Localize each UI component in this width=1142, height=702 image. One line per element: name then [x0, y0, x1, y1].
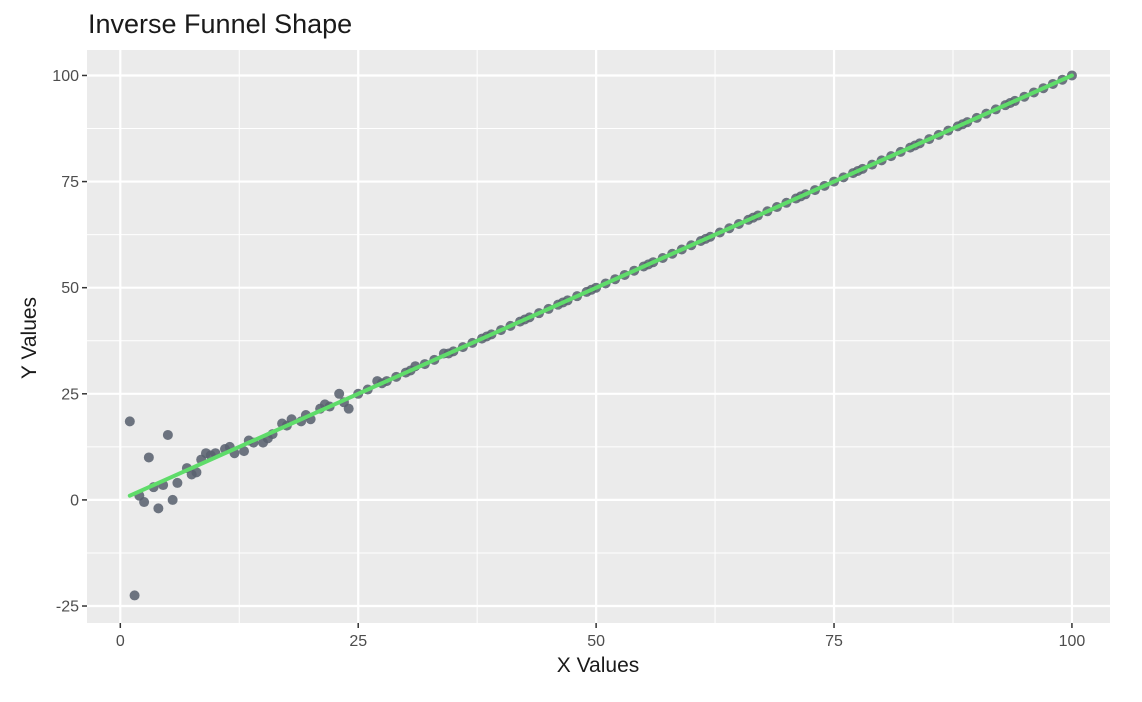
y-tick-label: 0 [70, 492, 79, 509]
x-axis-title: X Values [557, 654, 640, 677]
x-tick-label: 50 [587, 633, 605, 650]
chart-title: Inverse Funnel Shape [88, 9, 352, 39]
y-axis-ticks: -25 0 25 50 75 100 [52, 68, 87, 616]
plot-panel [87, 50, 1110, 623]
data-point [167, 494, 178, 505]
data-point [162, 429, 173, 440]
fit-line [127, 73, 1074, 498]
y-tick-label: -25 [56, 599, 79, 616]
x-tick-label: 75 [825, 633, 843, 650]
data-point [153, 503, 164, 514]
data-point [186, 469, 197, 480]
minor-gridlines [87, 50, 1110, 623]
data-point [172, 477, 183, 488]
data-point [334, 388, 345, 399]
data-point [124, 416, 135, 427]
data-point [239, 446, 250, 457]
y-tick-label: 50 [61, 280, 79, 297]
data-point [129, 590, 140, 601]
data-point [143, 452, 154, 463]
y-tick-label: 100 [52, 68, 79, 85]
x-tick-label: 25 [349, 633, 367, 650]
x-tick-label: 0 [116, 633, 125, 650]
y-axis-title: Y Values [18, 297, 41, 379]
y-tick-label: 25 [61, 386, 79, 403]
data-point [139, 497, 150, 508]
x-tick-label: 100 [1059, 633, 1086, 650]
x-axis-ticks: 0 25 50 75 100 [116, 623, 1086, 650]
y-tick-label: 75 [61, 174, 79, 191]
